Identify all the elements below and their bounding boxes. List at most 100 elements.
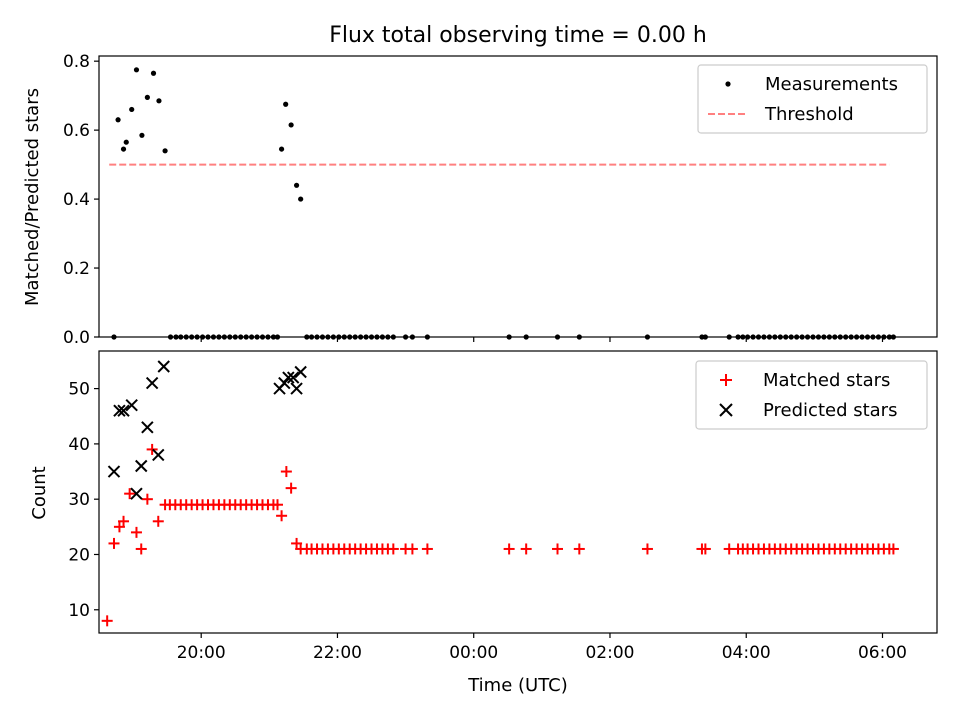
- measurement-point: [144, 94, 150, 100]
- matched-star-point: [387, 543, 399, 555]
- measurement-point: [352, 334, 358, 340]
- measurement-point: [772, 334, 778, 340]
- matched-star-point: [520, 543, 532, 555]
- matched-star-point: [124, 488, 136, 500]
- counts-panel-frame: [98, 350, 938, 634]
- ratio-legend-frame: [697, 64, 928, 134]
- measurement-point: [810, 334, 816, 340]
- measurement-point: [821, 334, 827, 340]
- measurement-point: [358, 334, 364, 340]
- measurement-point: [379, 334, 386, 340]
- matched-star-point: [141, 493, 153, 505]
- measurement-point: [424, 334, 430, 340]
- measurement-point: [129, 106, 135, 113]
- ratio-panel: 0.00.20.40.60.8 Matched/Predicted stars …: [22, 52, 938, 348]
- count-y-tick-label: 40: [68, 435, 90, 455]
- measurement-point: [156, 98, 162, 104]
- count-x-tick-label: 00:00: [449, 643, 498, 663]
- ratio-y-tick-label: 0.2: [63, 259, 90, 279]
- matched-star-point: [285, 482, 297, 494]
- predicted-star-stroke: [157, 360, 170, 373]
- matched-star-point: [573, 543, 585, 555]
- predicted-star-point: [157, 360, 170, 373]
- predicted-star-point: [286, 371, 300, 384]
- measurement-point: [794, 334, 800, 340]
- predicted-star-stroke: [135, 459, 148, 473]
- predicted-star-point: [278, 376, 291, 390]
- ratio-y-tick-label: 0.8: [63, 52, 90, 72]
- measurement-point: [183, 334, 189, 340]
- measurement-point: [319, 334, 326, 340]
- measurement-point: [409, 334, 415, 340]
- measurement-point: [194, 334, 200, 340]
- matched-star-point: [276, 510, 288, 522]
- predicted-star-point: [107, 465, 121, 478]
- matched-star-point: [699, 543, 711, 555]
- measurement-point: [265, 334, 271, 340]
- measurement-point: [336, 334, 342, 340]
- measurement-point: [325, 334, 331, 340]
- measurement-point: [293, 182, 300, 188]
- predicted-star-stroke: [145, 376, 159, 390]
- predicted-star-stroke: [294, 365, 307, 379]
- measurement-point: [777, 334, 783, 340]
- measurement-point: [221, 334, 227, 340]
- matched-star-point: [421, 543, 433, 555]
- measurement-point: [826, 334, 832, 340]
- counts-panel-y-ticks: 10 20 30 40 50: [68, 380, 99, 621]
- measurement-point: [523, 334, 529, 340]
- measurement-point: [363, 334, 369, 340]
- measurement-point: [368, 334, 375, 340]
- measurement-point: [232, 334, 238, 340]
- measurement-point: [766, 334, 773, 340]
- measurement-point: [390, 334, 396, 340]
- matched-star-point: [887, 543, 899, 555]
- measurement-point: [864, 334, 871, 340]
- counts-panel-series: [101, 360, 899, 627]
- measurement-point: [750, 334, 756, 340]
- measurement-point: [199, 334, 206, 340]
- measurement-point: [178, 334, 184, 340]
- measurement-point: [162, 148, 168, 154]
- measurement-point: [123, 139, 129, 145]
- matched-star-point: [641, 543, 653, 555]
- measurement-point: [702, 334, 708, 340]
- measurement-point: [254, 334, 260, 340]
- matched-star-point: [108, 537, 120, 549]
- measurement-point: [205, 334, 211, 340]
- count-x-tick-label: 04:00: [722, 643, 771, 663]
- ratio-panel-y-label: Matched/Predicted stars: [22, 88, 43, 306]
- matched-star-point: [135, 543, 147, 555]
- matched-legend-marker: [720, 374, 732, 386]
- measurement-point: [238, 334, 244, 340]
- measurement-point: [886, 334, 892, 340]
- ratio-panel-y-ticks: 0.0 0.2 0.4 0.6 0.8: [63, 52, 99, 348]
- measurement-point: [216, 334, 222, 340]
- measurement-point: [304, 334, 310, 340]
- matched-star-point: [113, 521, 125, 533]
- predicted-star-point: [117, 404, 130, 417]
- predicted-star-point: [125, 398, 138, 412]
- measurement-point: [576, 334, 582, 340]
- measurement-point: [740, 334, 746, 340]
- predicted-star-point: [290, 382, 303, 395]
- predicted-star-point: [141, 421, 154, 434]
- measurements-legend-marker: [725, 81, 731, 87]
- measurement-point: [506, 334, 512, 340]
- measurement-point: [875, 334, 882, 340]
- predicted-star-point: [282, 371, 295, 384]
- counts-legend-frame: [695, 360, 928, 430]
- counts-panel-legend: Matched stars Predicted stars: [695, 360, 928, 430]
- matched-star-point: [101, 615, 113, 627]
- predicted-star-stroke: [282, 371, 295, 384]
- matched-star-point: [406, 543, 418, 555]
- measurement-point: [832, 334, 838, 340]
- measurement-point: [374, 334, 380, 340]
- predicted-star-point: [113, 404, 126, 417]
- measurement-point: [111, 334, 117, 340]
- counts-panel-y-label: Count: [29, 466, 50, 519]
- measurement-point: [274, 334, 281, 340]
- measurements-legend-label: Measurements: [765, 74, 898, 95]
- measurement-point: [735, 334, 741, 340]
